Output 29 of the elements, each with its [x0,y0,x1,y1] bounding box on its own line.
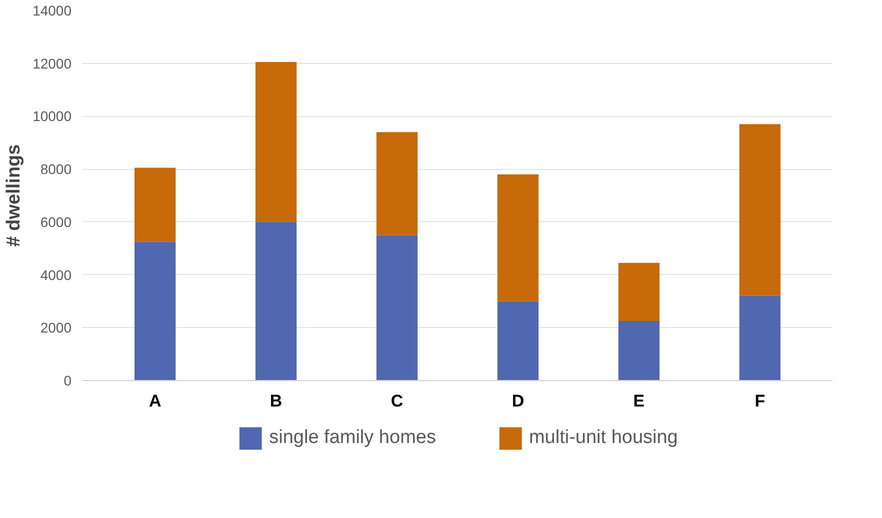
x-tick-label: F [754,392,766,410]
bar [134,242,176,380]
y-tick-label: 6000 [40,214,72,230]
y-axis-title: # dwellings [4,144,25,247]
bar [618,321,660,380]
y-tick-label: 0 [64,372,72,388]
y-tick-label: 2000 [40,320,72,336]
x-tick-label: A [148,392,162,410]
x-tick-label: D [512,392,524,410]
bar [739,296,780,380]
bar [134,168,176,242]
legend-label: multi-unit housing [528,427,678,449]
y-tick-label: 12000 [32,55,72,72]
x-tick-label: C [390,392,404,410]
y-tick-label: 4000 [40,266,72,283]
y-tick-label: 10000 [32,108,72,124]
bar [497,174,539,302]
legend-label: single family homes [269,427,436,449]
bar [255,62,297,222]
bar [376,235,418,380]
bar [739,124,780,296]
x-tick-label: E [633,392,645,410]
bar [618,262,660,322]
bar [255,222,297,380]
x-tick-label: B [270,392,282,410]
bar [376,132,418,236]
y-tick-label: 8000 [40,161,72,178]
y-tick-label: 14000 [32,2,72,18]
bar [497,301,539,380]
